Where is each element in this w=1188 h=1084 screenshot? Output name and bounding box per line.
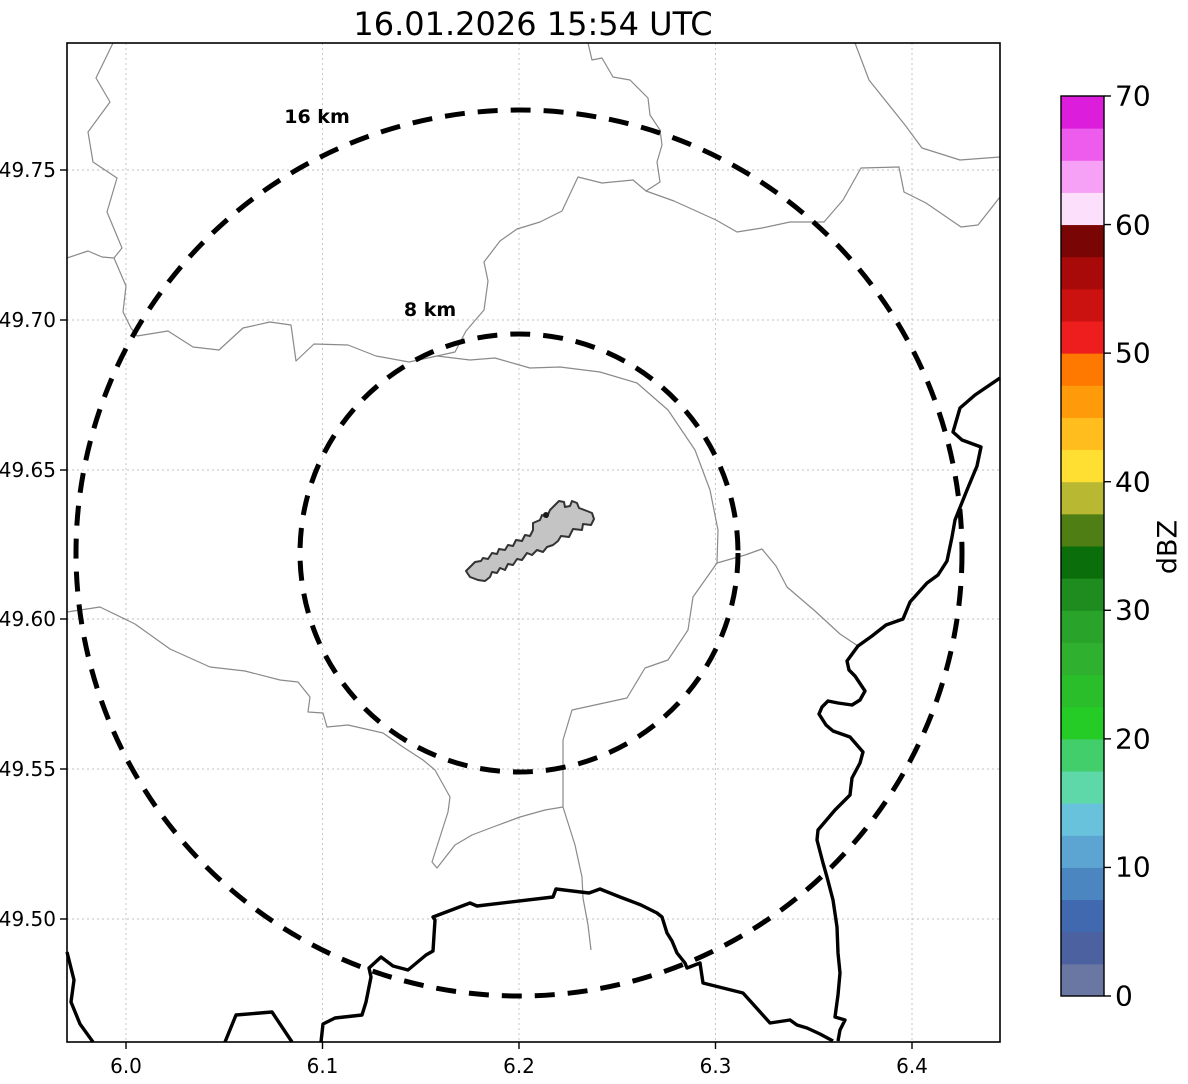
- colorbar-band: [1061, 449, 1104, 483]
- colorbar-band: [1061, 642, 1104, 676]
- colorbar-unit-label: dBZ: [1152, 519, 1184, 575]
- colorbar-band: [1061, 771, 1104, 804]
- colorbar-band: [1061, 931, 1104, 965]
- colorbar-band: [1061, 353, 1104, 386]
- colorbar-band: [1061, 674, 1104, 708]
- colorbar-band: [1061, 288, 1104, 322]
- range-ring-label-8km: 8 km: [403, 299, 457, 321]
- country-border-line: [319, 887, 834, 1043]
- colorbar-band: [1061, 706, 1104, 740]
- colorbar-band: [1061, 899, 1104, 933]
- colorbar-band: [1061, 867, 1104, 901]
- river-line: [716, 548, 859, 647]
- river-line: [854, 42, 1001, 161]
- river-line: [645, 166, 1001, 233]
- plot-frame: [66, 42, 1001, 1043]
- river-line: [66, 250, 115, 259]
- colorbar-tick-label: 40: [1115, 465, 1151, 499]
- colorbar-band: [1061, 738, 1104, 772]
- colorbar-frame: [1060, 95, 1105, 997]
- colorbar-band: [1061, 128, 1104, 161]
- y-tick-label: 49.75: [0, 158, 56, 182]
- colorbar-tick-label: 10: [1115, 850, 1151, 884]
- colorbar-band: [1061, 963, 1104, 997]
- river-line: [562, 806, 592, 951]
- colorbar-tick-label: 30: [1115, 593, 1151, 627]
- colorbar-band: [1061, 835, 1104, 868]
- colorbar-band: [1061, 803, 1104, 836]
- colorbar-band: [1061, 546, 1104, 579]
- river-line: [87, 42, 138, 337]
- colorbar-band: [1061, 256, 1104, 290]
- y-tick-label: 49.70: [0, 308, 56, 332]
- y-tick-label: 49.50: [0, 907, 56, 931]
- colorbar-tick-label: 20: [1115, 722, 1151, 756]
- river-line: [136, 176, 647, 363]
- y-tick-label: 49.55: [0, 757, 56, 781]
- x-tick-label: 6.3: [699, 1054, 732, 1078]
- range-ring-inner-8km: [297, 331, 741, 775]
- colorbar-band: [1061, 385, 1104, 418]
- country-border-line: [65, 951, 95, 1043]
- x-tick-label: 6.1: [306, 1054, 339, 1078]
- colorbar-tick-label: 60: [1115, 208, 1151, 242]
- colorbar-band: [1061, 481, 1104, 515]
- range-ring-outer-16km: [73, 107, 965, 999]
- figure-title: 16.01.2026 15:54 UTC: [353, 5, 713, 43]
- radar-site-marker: [543, 512, 549, 518]
- colorbar-band: [1061, 578, 1104, 611]
- river-line: [66, 606, 564, 869]
- y-tick-label: 49.65: [0, 458, 56, 482]
- range-ring-label-16km: 16 km: [284, 106, 350, 128]
- x-tick-label: 6.4: [896, 1054, 928, 1078]
- colorbar-band: [1061, 160, 1104, 193]
- country-border-line: [815, 376, 1001, 1042]
- river-line: [587, 42, 663, 192]
- y-tick-label: 49.60: [0, 607, 56, 631]
- colorbar-band: [1061, 192, 1104, 226]
- colorbar-tick-label: 0: [1115, 979, 1133, 1013]
- x-tick-label: 6.0: [110, 1054, 142, 1078]
- river-line: [436, 355, 719, 807]
- colorbar-band: [1061, 417, 1104, 451]
- colorbar-band: [1061, 513, 1104, 547]
- colorbar-band: [1061, 96, 1104, 129]
- country-border-line: [223, 1010, 294, 1043]
- colorbar-tick-label: 50: [1115, 336, 1151, 370]
- colorbar-band: [1061, 321, 1104, 354]
- city-boundary-polygon: [465, 500, 595, 582]
- colorbar-band: [1061, 224, 1104, 258]
- x-tick-label: 6.2: [503, 1054, 535, 1078]
- colorbar-band: [1061, 610, 1104, 643]
- colorbar-tick-label: 70: [1115, 79, 1151, 113]
